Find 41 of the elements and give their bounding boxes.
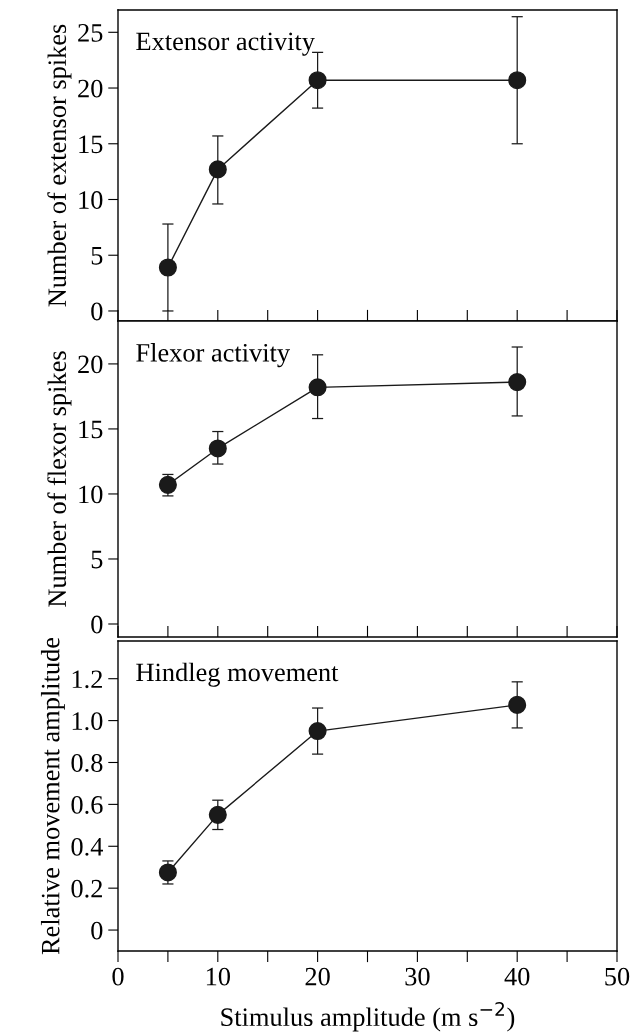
point [208,160,227,179]
x-tick-label: 30 [405,967,430,986]
y-tick-label: 1.0 [72,712,103,731]
y-tick-label: 20 [78,355,103,374]
point [308,71,327,90]
y-tick-label: 0 [91,615,103,634]
point [308,378,327,397]
y-axis-title: Number of flexor spikes [47,351,72,607]
x-tick-label: 50 [605,967,630,986]
y-axis-title: Number of extensor spikes [47,24,72,307]
y-axis-title: Relative movement amplitude [40,637,65,955]
point [508,695,527,714]
y-tick-label: 10 [79,191,103,209]
annotation: Extensor activity [136,32,315,56]
y-tick-label: 0.6 [71,795,103,814]
y-tick-label: 0 [91,921,103,940]
point [208,805,227,824]
y-tick-label: 0.2 [71,879,102,898]
x-tick-label: 20 [305,967,330,986]
y-tick-label: 1.2 [72,670,102,689]
x-tick-label: 40 [504,967,530,986]
y-tick-label: 0 [91,302,103,321]
y-tick-label: 5 [91,247,103,265]
point [508,71,527,90]
y-tick-label: 25 [78,23,103,42]
y-tick-label: 20 [78,79,103,98]
y-tick-label: 15 [79,420,103,439]
point [158,258,177,277]
annotation: Flexor activity [136,343,290,368]
y-tick-label: 5 [91,550,103,569]
point [308,722,327,741]
x-axis-title: Stimulus amplitude (m s$^{−2}$) [221,1002,515,1032]
x-tick-label: 0 [112,967,124,986]
x-tick-label: 10 [206,967,230,986]
point [508,373,527,392]
y-tick-label: 0.4 [71,837,103,856]
y-tick-label: 10 [79,485,103,504]
annotation: Hindleg movement [136,662,339,687]
point [208,439,227,458]
y-tick-label: 0.8 [71,754,103,773]
y-tick-label: 15 [79,135,103,154]
